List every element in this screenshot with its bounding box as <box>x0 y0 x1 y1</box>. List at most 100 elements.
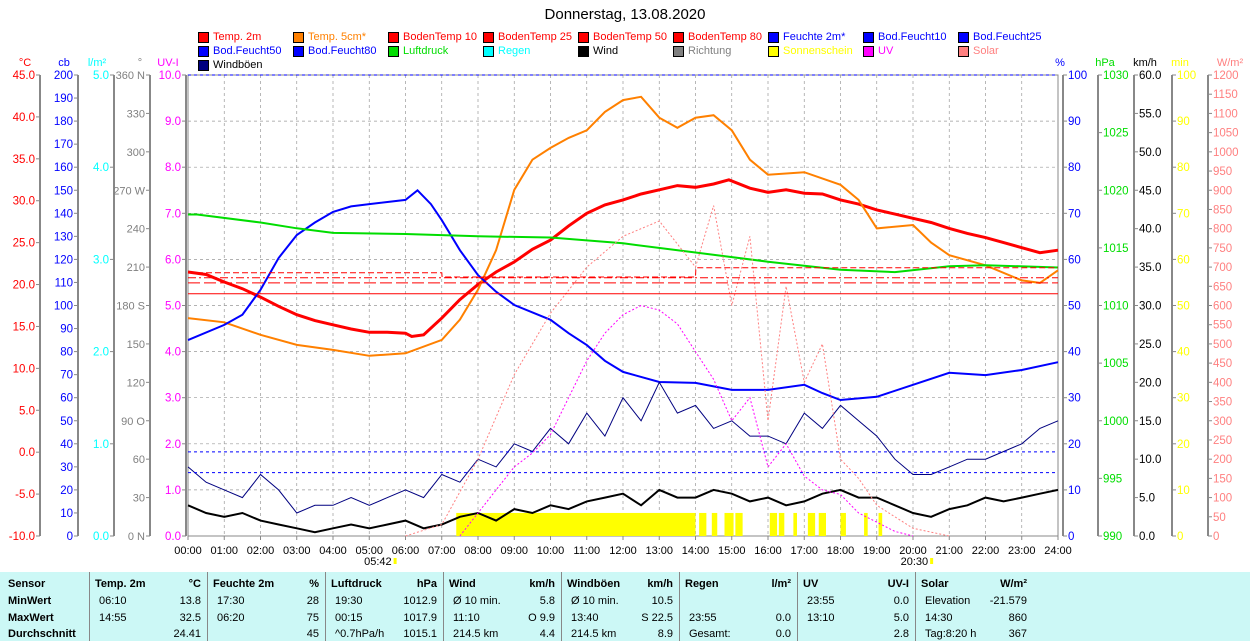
table-cell: UV <box>803 578 819 590</box>
legend-item[interactable]: Regen <box>483 45 530 57</box>
table-cell: 0.0 <box>893 595 909 607</box>
table-cell: 14:55 <box>99 612 127 624</box>
legend-swatch <box>578 45 589 57</box>
axis-label-solar: 900 <box>1213 185 1232 197</box>
axis-unit-dir: ° <box>138 57 142 69</box>
table-cell: Durchschnitt <box>8 628 76 640</box>
table-cell: 06:10 <box>99 595 127 607</box>
legend-swatch <box>578 31 589 43</box>
axis-unit-wind: km/h <box>1133 57 1157 69</box>
axis-label-sun: 10 <box>1177 485 1190 497</box>
axis-label-dir: 330 <box>127 108 145 120</box>
table-cell: 75 <box>306 612 319 624</box>
legend-item[interactable]: Sonnenschein <box>768 45 853 57</box>
axis-label-solar: 700 <box>1213 262 1232 274</box>
axis-label-wind: 60.0 <box>1139 70 1161 82</box>
table-cell: 00:15 <box>335 612 363 624</box>
axis-label-cb: 80 <box>60 347 73 359</box>
legend-swatch <box>388 31 399 43</box>
x-tick-label: 10:00 <box>537 545 565 557</box>
legend-item[interactable]: BodenTemp 80 <box>673 31 762 43</box>
axis-label-solar: 500 <box>1213 339 1232 351</box>
axis-label-sun: 90 <box>1177 116 1190 128</box>
axis-label-solar: 250 <box>1213 435 1232 447</box>
table-cell: 28 <box>306 595 319 607</box>
axis-label-press: 990 <box>1103 531 1122 543</box>
axis-label-uv: 2.0 <box>165 439 181 451</box>
table-cell: 11:10 <box>453 612 480 624</box>
axis-label-solar: 300 <box>1213 416 1232 428</box>
axis-label-rain: 2.0 <box>93 347 109 359</box>
legend-item[interactable]: Bod.Feucht50 <box>198 45 282 57</box>
x-tick-label: 12:00 <box>609 545 637 557</box>
axis-label-hum: 60 <box>1068 254 1081 266</box>
axis-label-cb: 200 <box>54 70 73 82</box>
axis-label-solar: 750 <box>1213 243 1232 255</box>
axis-label-temp: 10.0 <box>13 363 35 375</box>
table-cell: 13.8 <box>179 595 201 607</box>
column-separator <box>915 572 916 641</box>
legend-item[interactable]: BodenTemp 25 <box>483 31 572 43</box>
axis-label-dir: 150 <box>127 339 145 351</box>
legend-item[interactable]: Temp. 2m <box>198 31 261 43</box>
axis-label-uv: 9.0 <box>165 116 181 128</box>
legend-label: Sonnenschein <box>783 45 853 57</box>
table-cell: 367 <box>1008 628 1027 640</box>
x-tick-label: 15:00 <box>718 545 746 557</box>
axis-label-press: 1025 <box>1103 128 1129 140</box>
axis-label-solar: 1000 <box>1213 147 1239 159</box>
legend-item[interactable]: Solar <box>958 45 999 57</box>
table-cell: ^0.7hPa/h <box>335 628 385 640</box>
table-cell: l/m² <box>771 578 791 590</box>
axis-unit-rain: l/m² <box>88 57 107 69</box>
axis-label-press: 1005 <box>1103 358 1129 370</box>
legend-item[interactable]: BodenTemp 10 <box>388 31 477 43</box>
legend-item[interactable]: Temp. 5cm* <box>293 31 366 43</box>
table-cell: O 9.9 <box>528 612 555 624</box>
column-separator <box>89 572 90 641</box>
axis-label-rain: 3.0 <box>93 254 109 266</box>
legend-item[interactable]: Wind <box>578 45 618 57</box>
axis-label-uv: 4.0 <box>165 347 181 359</box>
legend-label: UV <box>878 45 894 57</box>
table-cell: Luftdruck <box>331 578 382 590</box>
legend-item[interactable]: Richtung <box>673 45 731 57</box>
axis-label-press: 1010 <box>1103 301 1129 313</box>
axis-label-solar: 550 <box>1213 320 1232 332</box>
axis-label-dir: 240 <box>127 224 145 236</box>
table-cell: Ø 10 min. <box>453 595 501 607</box>
legend-item[interactable]: Windböen <box>198 59 263 71</box>
x-tick-label: 23:00 <box>1008 545 1036 557</box>
axis-label-cb: 170 <box>54 139 73 151</box>
legend-item[interactable]: UV <box>863 45 893 57</box>
sunrise-marker <box>393 558 397 564</box>
axis-label-wind: 25.0 <box>1139 339 1161 351</box>
table-cell: Tag:8:20 h <box>925 628 977 640</box>
axis-label-wind: 10.0 <box>1139 454 1161 466</box>
axis-label-temp: 0.0 <box>19 447 35 459</box>
table-cell: 17:30 <box>217 595 245 607</box>
sunshine-bar <box>735 512 743 536</box>
legend-item[interactable]: Luftdruck <box>388 45 448 57</box>
sunshine-bar <box>878 512 883 536</box>
legend-item[interactable]: Bod.Feucht80 <box>293 45 377 57</box>
axis-label-hum: 0 <box>1068 531 1074 543</box>
axis-label-uv: 1.0 <box>165 485 181 497</box>
axis-unit-press: hPa <box>1095 57 1115 69</box>
axis-label-solar: 200 <box>1213 454 1232 466</box>
table-cell: Sensor <box>8 578 46 590</box>
axis-label-solar: 950 <box>1213 166 1232 178</box>
series-windb-en <box>187 381 1059 514</box>
legend-item[interactable]: BodenTemp 50 <box>578 31 667 43</box>
axis-label-temp: 15.0 <box>13 321 35 333</box>
sunrise-label: 05:42 <box>364 556 392 568</box>
column-separator <box>443 572 444 641</box>
legend-swatch <box>768 31 779 43</box>
legend-item[interactable]: Bod.Feucht10 <box>863 31 947 43</box>
legend-item[interactable]: Bod.Feucht25 <box>958 31 1042 43</box>
axis-label-dir: 120 <box>127 377 145 389</box>
table-cell: Regen <box>685 578 719 590</box>
legend-item[interactable]: Feuchte 2m* <box>768 31 845 43</box>
sunshine-bar <box>778 512 785 536</box>
axis-label-hum: 80 <box>1068 162 1081 174</box>
